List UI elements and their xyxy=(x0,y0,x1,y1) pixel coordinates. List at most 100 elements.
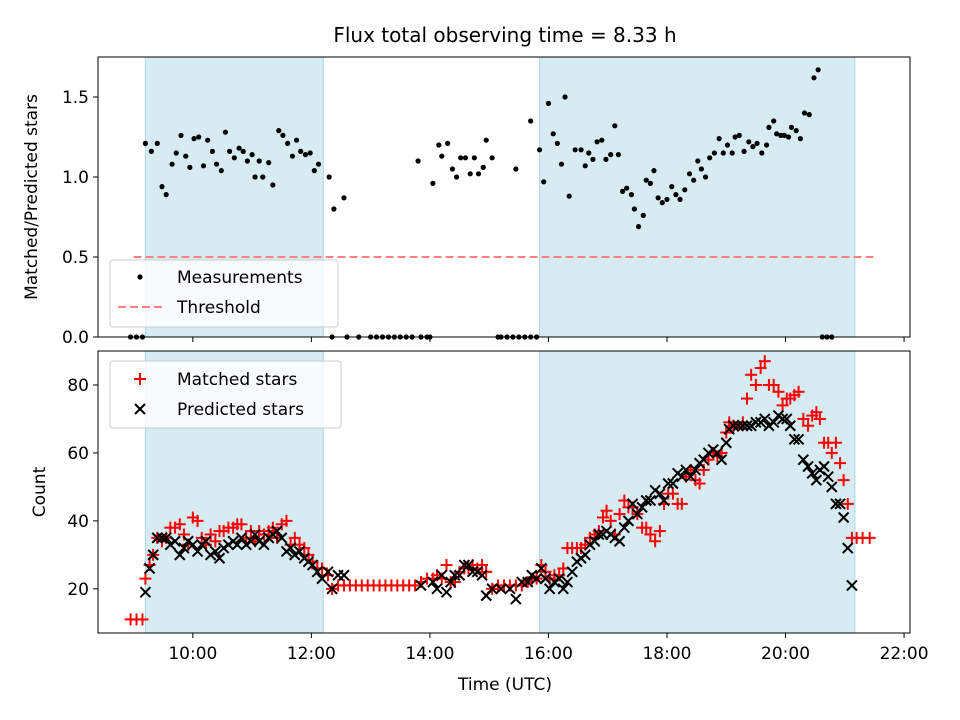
predicted-star-point xyxy=(750,416,762,429)
measurement-point xyxy=(566,193,572,199)
measurement-point xyxy=(578,147,584,153)
predicted-star-point xyxy=(830,498,842,510)
predicted-star-point xyxy=(834,498,846,510)
matched-star-point xyxy=(741,392,754,405)
predicted-star-point xyxy=(810,474,823,486)
measurement-point xyxy=(480,164,486,170)
measurement-point xyxy=(196,134,202,140)
predicted-star-point xyxy=(306,559,319,571)
matched-star-point xyxy=(693,477,706,490)
measurement-point xyxy=(643,177,649,183)
measurement-point xyxy=(640,212,646,218)
matched-star-point xyxy=(191,514,204,527)
measurement-point xyxy=(774,131,780,137)
matched-star-point xyxy=(649,535,662,548)
measurement-point xyxy=(148,148,154,154)
measurement-point xyxy=(326,174,332,180)
predicted-star-point xyxy=(640,494,652,507)
predicted-star-point xyxy=(715,454,728,466)
measurement-point xyxy=(266,160,272,166)
legend-label-threshold: Threshold xyxy=(176,298,261,318)
predicted-star-point xyxy=(258,538,270,551)
predicted-star-point xyxy=(588,535,601,547)
measurement-point xyxy=(797,136,803,142)
predicted-star-point xyxy=(178,542,190,554)
predicted-star-point xyxy=(788,433,801,446)
measurement-point xyxy=(635,224,642,230)
matched-star-point xyxy=(792,385,805,398)
matched-star-point xyxy=(600,504,613,517)
top-legend: Measurements Threshold xyxy=(109,259,339,328)
predicted-star-point xyxy=(622,515,635,527)
predicted-star-point xyxy=(436,569,448,581)
predicted-star-point xyxy=(539,572,552,585)
predicted-star-point xyxy=(613,535,626,547)
predicted-star-point xyxy=(245,535,257,547)
predicted-star-point xyxy=(276,532,288,544)
predicted-star-point xyxy=(797,454,810,466)
matched-star-point xyxy=(476,559,489,572)
matched-star-point xyxy=(604,514,617,527)
measurement-point xyxy=(467,171,473,177)
measurement-point xyxy=(307,150,313,156)
measurement-point xyxy=(205,137,211,143)
predicted-star-point xyxy=(458,559,470,571)
matched-star-point xyxy=(829,436,842,449)
predicted-star-point xyxy=(662,477,674,490)
predicted-star-point xyxy=(440,586,453,598)
predicted-star-point xyxy=(667,477,679,490)
measurement-point xyxy=(430,180,436,186)
matched-star-point xyxy=(776,399,789,412)
matched-star-point xyxy=(745,368,758,381)
matched-star-point xyxy=(557,562,570,575)
matched-star-point xyxy=(288,531,301,544)
predicted-star-point xyxy=(444,576,457,588)
measurement-point xyxy=(729,150,735,156)
measurement-point xyxy=(169,161,175,167)
matched-star-point xyxy=(280,514,293,527)
measurement-point xyxy=(619,188,626,194)
measurement-point xyxy=(664,196,670,202)
measurement-point xyxy=(612,123,618,129)
measurement-point xyxy=(545,100,552,106)
measurement-point xyxy=(471,155,477,161)
measurement-point xyxy=(249,152,255,158)
measurement-point xyxy=(483,137,489,143)
predicted-star-point xyxy=(826,481,838,493)
measurement-point xyxy=(436,142,442,148)
matched-star-point xyxy=(644,528,657,541)
measurement-point xyxy=(252,174,258,180)
measurement-point xyxy=(698,166,704,172)
measurement-point xyxy=(159,184,165,190)
predicted-star-point xyxy=(727,420,740,432)
matched-star-point xyxy=(139,572,152,585)
measurement-point xyxy=(711,150,718,156)
predicted-star-point xyxy=(842,542,854,554)
predicted-star-point xyxy=(654,487,666,500)
measurement-point xyxy=(311,168,317,174)
measurement-point xyxy=(187,164,193,170)
predicted-star-point xyxy=(676,471,688,483)
measurement-point xyxy=(541,179,547,185)
predicted-star-point xyxy=(530,572,543,585)
measurement-point xyxy=(285,140,291,146)
measurement-point xyxy=(754,140,760,146)
matched-star-point xyxy=(675,497,688,510)
predicted-star-point xyxy=(231,538,243,551)
predicted-star-point xyxy=(466,566,479,578)
measurement-point xyxy=(528,118,534,124)
measurement-point xyxy=(590,156,596,162)
top-observing-window-1 xyxy=(539,56,856,338)
measurement-point xyxy=(572,147,578,153)
predicted-star-point xyxy=(684,471,697,483)
measurement-point xyxy=(302,152,309,158)
matched-star-point xyxy=(209,535,222,548)
measurement-point xyxy=(213,161,220,167)
predicted-star-point xyxy=(698,454,710,466)
measurement-point xyxy=(280,132,286,138)
measurement-point xyxy=(453,174,460,180)
predicted-star-point xyxy=(737,420,749,432)
predicted-star-point xyxy=(553,572,565,585)
predicted-star-point xyxy=(543,583,556,595)
top-ytick-label: 1.0 xyxy=(62,168,89,188)
